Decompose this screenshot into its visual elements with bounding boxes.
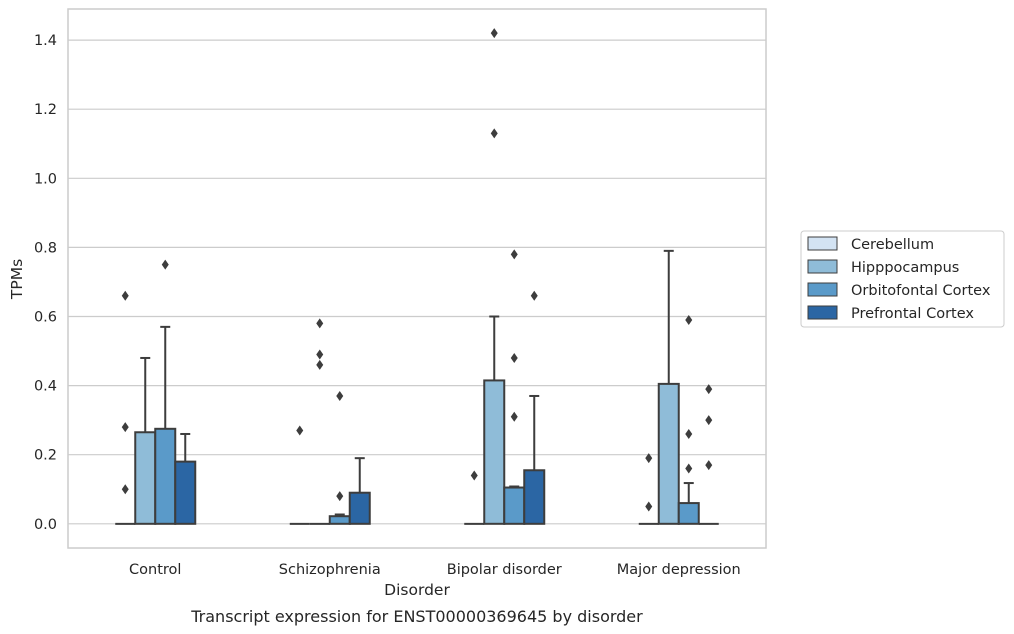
- legend-swatch: [807, 305, 838, 320]
- y-tick-label: 0.4: [34, 379, 57, 395]
- bar-layer: [115, 379, 719, 525]
- bar: [134, 431, 157, 525]
- outlier-point: [510, 249, 518, 260]
- outlier-point: [316, 349, 324, 360]
- y-axis-label: TPMs: [8, 259, 26, 300]
- bar: [677, 502, 700, 525]
- x-tick-label: Bipolar disorder: [447, 562, 562, 578]
- error-bar-layer: [140, 249, 694, 517]
- outlier-point: [296, 425, 304, 436]
- legend: Cerebellum Hipppocampus Orbitofontal Corte…: [800, 230, 1005, 328]
- outlier-point: [316, 359, 324, 370]
- x-tick-label: Major depression: [617, 562, 741, 578]
- legend-swatch: [807, 282, 838, 297]
- x-tick-label: Control: [129, 562, 181, 578]
- outlier-point: [645, 453, 653, 464]
- outlier-layer: [121, 28, 713, 512]
- bar: [154, 427, 177, 525]
- y-tick-label: 1.0: [34, 171, 57, 187]
- outlier-point: [121, 422, 129, 433]
- outlier-point: [490, 128, 498, 139]
- bar: [328, 515, 351, 525]
- outlier-point: [336, 390, 344, 401]
- outlier-point: [705, 384, 713, 395]
- legend-label: Prefrontal Cortex: [851, 306, 974, 322]
- y-tick-label: 1.2: [34, 102, 57, 118]
- outlier-point: [685, 463, 693, 474]
- outlier-point: [705, 460, 713, 471]
- bar: [523, 469, 546, 525]
- outlier-point: [121, 290, 129, 301]
- legend-items: Cerebellum Hipppocampus Orbitofontal Corte…: [807, 236, 991, 322]
- outlier-point: [121, 484, 129, 495]
- chart-caption: Transcript expression for ENST0000036964…: [190, 607, 643, 626]
- y-tick-label: 0.8: [34, 240, 57, 256]
- legend-box: [800, 230, 1005, 328]
- legend-label: Hipppocampus: [851, 260, 959, 276]
- legend-label: Orbitofontal Cortex: [851, 283, 991, 299]
- x-tick-labels: Control Schizophrenia Bipolar disorder Majo…: [129, 562, 741, 578]
- y-tick-label: 1.4: [34, 33, 57, 49]
- outlier-point: [336, 491, 344, 502]
- outlier-point: [161, 259, 169, 270]
- outlier-point: [510, 411, 518, 422]
- bar: [503, 486, 526, 525]
- outlier-point: [316, 318, 324, 329]
- outlier-point: [645, 501, 653, 512]
- outlier-point: [490, 28, 498, 39]
- bar: [348, 491, 371, 525]
- bar: [174, 460, 197, 525]
- bar: [483, 379, 506, 525]
- y-tick-labels: 0.0 0.2 0.4 0.6 0.8 1.0 1.2 1.4: [34, 33, 57, 533]
- x-axis-label: Disorder: [384, 581, 450, 599]
- outlier-point: [470, 470, 478, 481]
- plot-frame: [67, 8, 767, 549]
- legend-swatch: [807, 259, 838, 274]
- outlier-point: [510, 352, 518, 363]
- y-tick-label: 0.6: [34, 310, 57, 326]
- bar: [657, 382, 680, 525]
- legend-label: Cerebellum: [851, 237, 934, 253]
- legend-swatch: [807, 236, 838, 251]
- outlier-point: [530, 290, 538, 301]
- y-tick-label: 0.2: [34, 448, 57, 464]
- outlier-point: [685, 314, 693, 325]
- outlier-point: [705, 415, 713, 426]
- outlier-point: [685, 428, 693, 439]
- y-tick-label: 0.0: [34, 517, 57, 533]
- x-tick-label: Schizophrenia: [279, 562, 381, 578]
